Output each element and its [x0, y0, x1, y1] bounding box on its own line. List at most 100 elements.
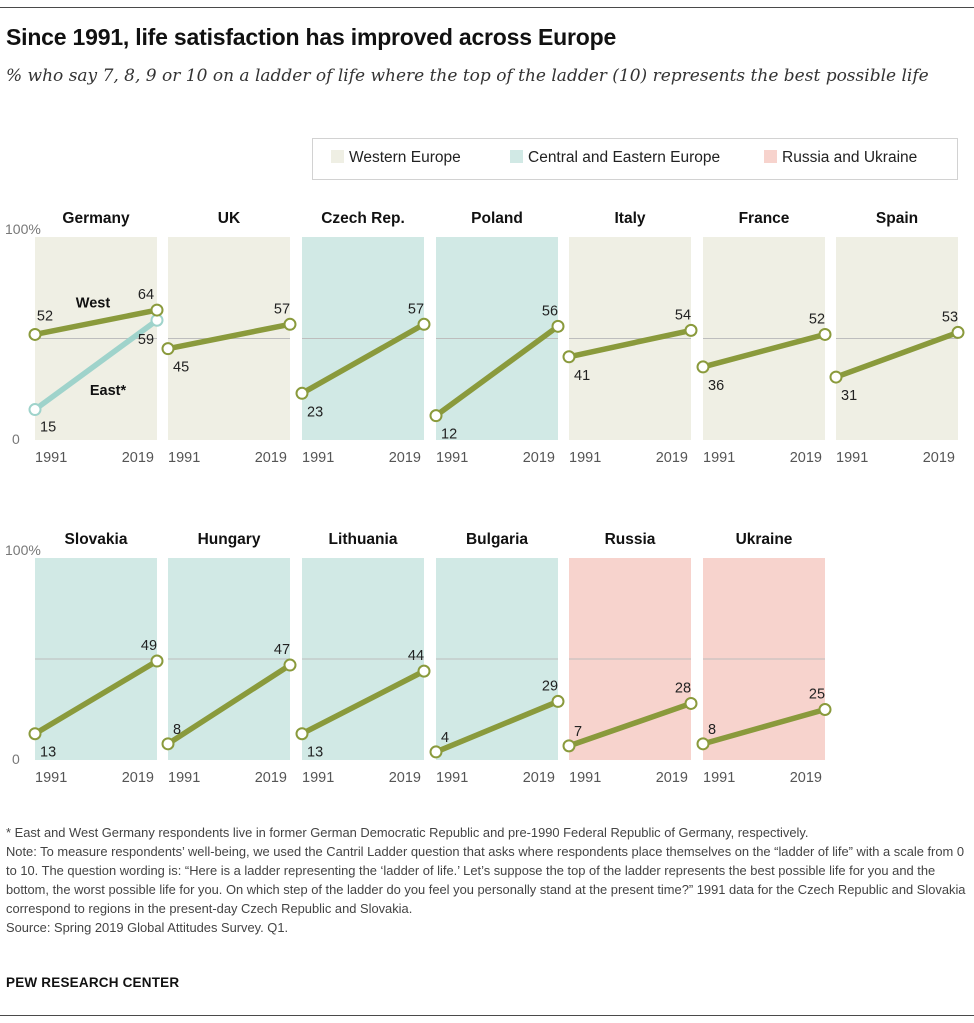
- x-tick-1991-spain: 1991: [836, 450, 868, 466]
- top-rule: [0, 7, 974, 8]
- point-1991-russia: [562, 739, 576, 753]
- series-line-france: [700, 331, 828, 370]
- x-tick-1991-slovakia: 1991: [35, 770, 67, 786]
- x-tick-1991-poland: 1991: [436, 450, 468, 466]
- x-tick-1991-hungary: 1991: [168, 770, 200, 786]
- legend-swatch-western-europe: [331, 150, 344, 163]
- value-label-1991-ukraine: 8: [708, 722, 716, 738]
- legend-item-western-europe: Western Europe: [331, 149, 461, 167]
- point-1991-bulgaria: [429, 745, 443, 759]
- x-tick-2019-hungary: 2019: [255, 770, 287, 786]
- y-axis-top-label-row-1: 100%: [5, 221, 41, 237]
- value-label-2019-hungary: 47: [274, 642, 290, 658]
- panel-title-lithuania: Lithuania: [329, 531, 398, 548]
- series-line-czech-rep: [299, 321, 427, 397]
- series-line-germany-west: [32, 307, 160, 338]
- point-1991-ukraine: [696, 737, 710, 751]
- x-tick-1991-france: 1991: [703, 450, 735, 466]
- point-1991-spain: [829, 370, 843, 384]
- x-tick-2019-italy: 2019: [656, 450, 688, 466]
- x-tick-1991-germany: 1991: [35, 450, 67, 466]
- chart-title: Since 1991, life satisfaction has improv…: [6, 24, 617, 50]
- point-2019-bulgaria: [551, 694, 565, 708]
- value-label-2019-spain: 53: [942, 309, 958, 325]
- value-label-2019-uk: 57: [274, 301, 290, 317]
- panel-title-france: France: [739, 210, 790, 227]
- value-label-2019-germany-east: 59: [138, 332, 154, 348]
- source-note: Source: Spring 2019 Global Attitudes Sur…: [6, 920, 289, 935]
- value-label-2019-germany-west: 64: [138, 287, 154, 303]
- panel-title-spain: Spain: [876, 210, 918, 227]
- x-tick-2019-lithuania: 2019: [389, 770, 421, 786]
- x-tick-1991-lithuania: 1991: [302, 770, 334, 786]
- value-label-1991-hungary: 8: [173, 722, 181, 738]
- value-label-1991-poland: 12: [441, 427, 457, 443]
- series-line-poland: [433, 323, 561, 419]
- x-tick-2019-czech-rep: 2019: [389, 450, 421, 466]
- value-label-1991-spain: 31: [841, 388, 857, 404]
- series-line-germany-east: [32, 317, 160, 413]
- value-label-1991-uk: 45: [173, 360, 189, 376]
- x-tick-2019-uk: 2019: [255, 450, 287, 466]
- panel-title-slovakia: Slovakia: [65, 531, 128, 548]
- panel-title-hungary: Hungary: [198, 531, 261, 548]
- panel-title-ukraine: Ukraine: [736, 531, 793, 548]
- footnote-east-west: * East and West Germany respondents live…: [6, 825, 809, 840]
- panel-title-russia: Russia: [605, 531, 656, 548]
- y-axis-bottom-label-row-2: 0: [12, 751, 20, 767]
- value-label-1991-bulgaria: 4: [441, 730, 449, 746]
- panel-title-uk: UK: [218, 210, 241, 227]
- point-2019-germany-west: [150, 303, 164, 317]
- legend-swatch-russia-ukraine: [764, 150, 777, 163]
- value-label-1991-germany-east: 15: [40, 420, 56, 436]
- point-2019-france: [818, 327, 832, 341]
- series-line-lithuania: [299, 668, 427, 737]
- value-label-2019-ukraine: 25: [809, 687, 825, 703]
- value-label-1991-czech-rep: 23: [307, 404, 323, 420]
- series-line-slovakia: [32, 658, 160, 737]
- point-1991-slovakia: [28, 727, 42, 741]
- legend: Western Europe Central and Eastern Europ…: [312, 138, 958, 180]
- panel-title-poland: Poland: [471, 210, 523, 227]
- panel-title-czech-rep: Czech Rep.: [321, 210, 405, 227]
- legend-swatch-central-eastern-europe: [510, 150, 523, 163]
- x-tick-1991-russia: 1991: [569, 770, 601, 786]
- series-line-spain: [833, 329, 961, 380]
- x-tick-1991-italy: 1991: [569, 450, 601, 466]
- x-tick-2019-spain: 2019: [923, 450, 955, 466]
- legend-label-central-eastern-europe: Central and Eastern Europe: [528, 149, 721, 166]
- value-label-2019-slovakia: 49: [141, 638, 157, 654]
- point-1991-lithuania: [295, 727, 309, 741]
- series-label-germany-east: East*: [90, 383, 127, 399]
- point-1991-germany-east: [28, 403, 42, 417]
- chart-subtitle: % who say 7, 8, 9 or 10 on a ladder of l…: [6, 66, 929, 86]
- legend-label-western-europe: Western Europe: [349, 149, 461, 166]
- point-2019-russia: [684, 696, 698, 710]
- series-line-bulgaria: [433, 698, 561, 755]
- x-tick-2019-slovakia: 2019: [122, 770, 154, 786]
- value-label-1991-france: 36: [708, 378, 724, 394]
- x-tick-2019-russia: 2019: [656, 770, 688, 786]
- point-2019-lithuania: [417, 664, 431, 678]
- x-tick-2019-ukraine: 2019: [790, 770, 822, 786]
- chart-notes: * East and West Germany respondents live…: [6, 823, 968, 937]
- point-1991-france: [696, 360, 710, 374]
- x-tick-1991-bulgaria: 1991: [436, 770, 468, 786]
- x-tick-1991-czech-rep: 1991: [302, 450, 334, 466]
- y-axis-top-label-row-2: 100%: [5, 542, 41, 558]
- series-line-hungary: [165, 662, 293, 747]
- value-label-1991-slovakia: 13: [40, 745, 56, 761]
- value-label-2019-italy: 54: [675, 307, 691, 323]
- legend-item-central-eastern-europe: Central and Eastern Europe: [510, 149, 720, 167]
- value-label-2019-czech-rep: 57: [408, 301, 424, 317]
- x-tick-1991-uk: 1991: [168, 450, 200, 466]
- point-2019-czech-rep: [417, 317, 431, 331]
- pew-credit: PEW RESEARCH CENTER: [6, 975, 180, 990]
- x-tick-2019-germany: 2019: [122, 450, 154, 466]
- value-label-1991-russia: 7: [574, 724, 582, 740]
- point-1991-uk: [161, 342, 175, 356]
- series-label-germany-west: West: [76, 295, 111, 311]
- x-tick-1991-ukraine: 1991: [703, 770, 735, 786]
- legend-label-russia-ukraine: Russia and Ukraine: [782, 149, 918, 166]
- value-label-2019-france: 52: [809, 311, 825, 327]
